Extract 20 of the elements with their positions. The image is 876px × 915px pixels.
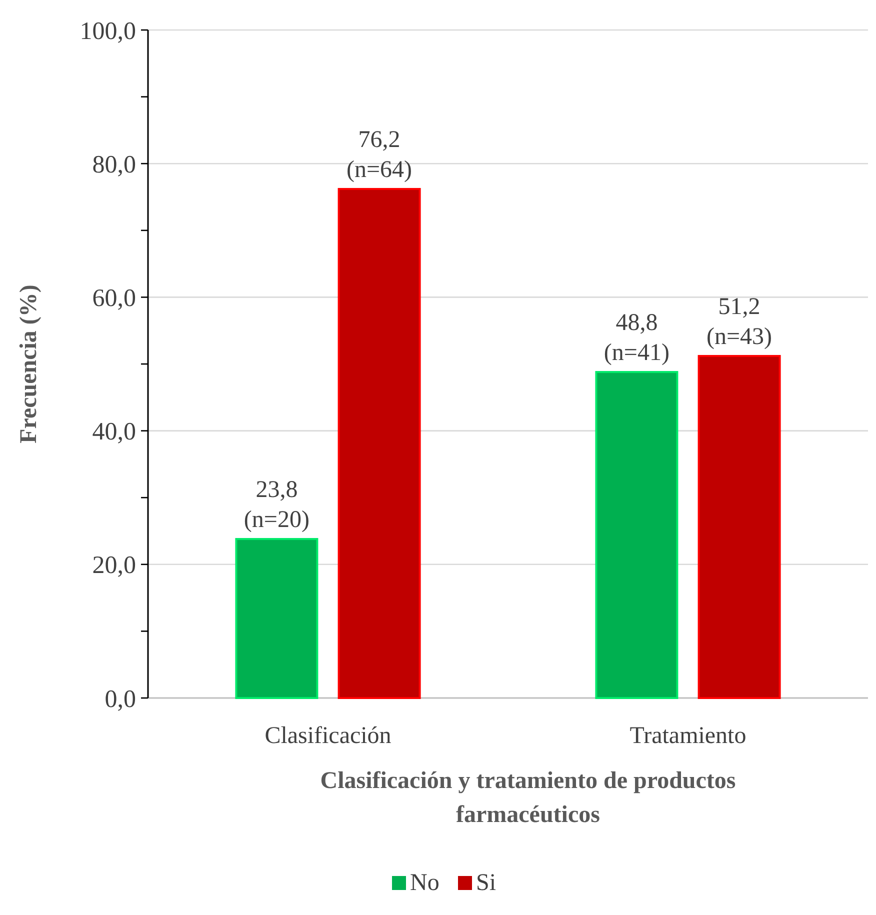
- legend-label: No: [410, 870, 440, 896]
- bar: [595, 371, 678, 699]
- x-axis-title: Clasificación y tratamiento de productos farmacéuticos: [320, 768, 736, 828]
- data-label: 76,2 (n=64): [346, 126, 412, 183]
- y-tick-label: 60,0: [92, 284, 136, 312]
- data-label: 51,2 (n=43): [706, 294, 772, 350]
- y-tick-label: 20,0: [92, 552, 136, 580]
- y-tick-label: 40,0: [92, 418, 136, 446]
- bar: [338, 188, 421, 699]
- y-tick-label: 80,0: [92, 151, 136, 178]
- x-tick-label: Tratamiento: [630, 723, 746, 749]
- x-tick-label: Clasificación: [264, 723, 392, 749]
- y-tick-label: 100,0: [80, 18, 136, 45]
- bar: [698, 354, 781, 699]
- y-tick-label: 0,0: [104, 686, 136, 713]
- data-label: 48,8 (n=41): [604, 310, 670, 366]
- bar: [235, 538, 318, 699]
- legend-label: Si: [476, 870, 496, 896]
- y-axis-title: Frecuencia (%): [16, 284, 42, 444]
- data-label: 23,8 (n=20): [244, 477, 310, 534]
